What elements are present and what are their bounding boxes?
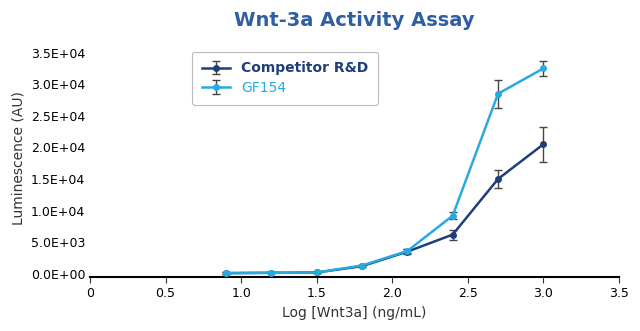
Legend: Competitor R&D, GF154: Competitor R&D, GF154 — [192, 52, 378, 105]
X-axis label: Log [Wnt3a] (ng/mL): Log [Wnt3a] (ng/mL) — [282, 306, 427, 320]
Y-axis label: Luminescence (AU): Luminescence (AU) — [11, 91, 25, 225]
Title: Wnt-3a Activity Assay: Wnt-3a Activity Assay — [234, 11, 475, 30]
